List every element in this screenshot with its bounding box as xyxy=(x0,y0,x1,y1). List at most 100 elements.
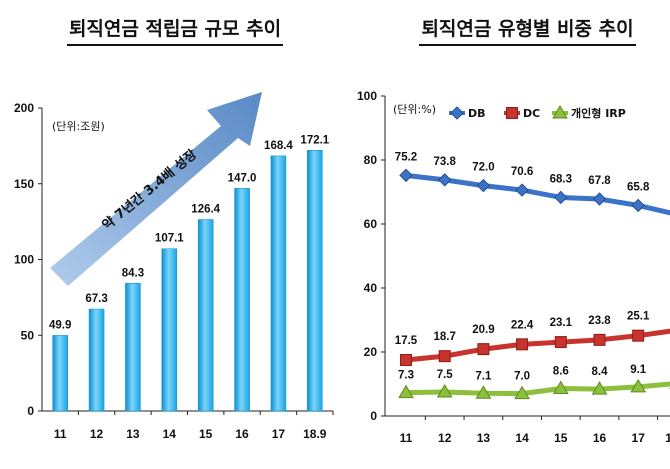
series-line xyxy=(405,381,670,397)
series-point xyxy=(515,183,529,197)
line-y-tick-label: 40 xyxy=(364,281,378,295)
legend-marker xyxy=(506,107,518,119)
series-point xyxy=(438,350,451,363)
series-value-label: 18.7 xyxy=(434,331,456,343)
legend-marker xyxy=(552,105,568,119)
bar-y-tick-label: 150 xyxy=(14,177,34,191)
bar xyxy=(161,248,178,412)
bar-y-tick-label: 50 xyxy=(21,328,35,342)
bar-unit-label: (단위:조원) xyxy=(52,120,105,133)
line-x-tick-label: 14 xyxy=(515,431,529,445)
legend-label: DC xyxy=(523,107,540,120)
line-x-tick-label: 11 xyxy=(400,431,413,445)
line-x-tick-label: 16 xyxy=(593,431,607,445)
bar-value-label: 147.0 xyxy=(228,172,257,184)
bar-y-tick-label: 100 xyxy=(14,253,34,267)
series-point xyxy=(591,381,608,395)
series-point xyxy=(514,385,530,400)
growth-arrow-label: 약 7년간 3.4배 성장 xyxy=(99,146,200,233)
growth-arrow xyxy=(50,92,262,286)
bar-x-tick-label: 17 xyxy=(272,427,286,441)
series-value-label: 7.3 xyxy=(398,370,414,382)
bar-x-tick-label: 13 xyxy=(126,427,140,441)
bar xyxy=(52,335,68,412)
line-y-tick-label: 80 xyxy=(364,153,378,167)
bar xyxy=(125,283,141,412)
series-value-label: 8.4 xyxy=(592,366,609,378)
series-point xyxy=(477,343,490,356)
series-line xyxy=(405,328,670,363)
bar-x-tick-label: 15 xyxy=(199,427,213,441)
bar-value-label: 49.9 xyxy=(49,319,71,331)
series-value-label: 20.9 xyxy=(472,324,494,336)
legend-marker xyxy=(450,106,464,120)
bar xyxy=(197,219,214,412)
series-value-label: 75.2 xyxy=(395,151,417,163)
series-value-label: 7.0 xyxy=(514,371,530,383)
series-value-label: 22.4 xyxy=(511,319,534,331)
line-x-tick-label: 18.9 xyxy=(665,431,670,445)
right-chart-title-text: 퇴직연금 유형별 비중 추이 xyxy=(419,14,636,46)
series-point xyxy=(592,192,607,206)
series-value-label: 17.5 xyxy=(395,335,418,347)
bar-value-label: 168.4 xyxy=(264,140,293,152)
bar-x-tick-label: 16 xyxy=(235,427,249,441)
bar xyxy=(270,155,287,412)
right-chart-title: 퇴직연금 유형별 비중 추이 xyxy=(385,14,670,46)
series-line xyxy=(405,172,670,216)
series-point xyxy=(516,338,529,351)
series-value-label: 23.1 xyxy=(550,317,573,329)
series-value-label: 68.3 xyxy=(550,173,572,185)
series-point xyxy=(437,173,452,187)
series-point xyxy=(632,329,645,342)
bar-value-label: 107.1 xyxy=(155,233,184,245)
series-value-label: 8.6 xyxy=(553,365,569,377)
left-chart-title: 퇴직연금 적립금 규모 추이 xyxy=(30,14,320,46)
bar xyxy=(234,188,250,412)
series-value-label: 70.6 xyxy=(511,166,533,178)
series-point xyxy=(400,354,412,366)
line-y-tick-label: 20 xyxy=(364,345,378,359)
series-value-label: 7.1 xyxy=(475,370,492,382)
bar-value-label: 67.3 xyxy=(85,293,107,305)
series-point xyxy=(399,168,413,183)
series-point xyxy=(630,378,647,393)
bar-y-tick-label: 200 xyxy=(14,101,34,115)
line-y-tick-label: 100 xyxy=(357,89,377,103)
series-value-label: 9.1 xyxy=(630,364,647,376)
bar-value-label: 126.4 xyxy=(191,204,220,216)
line-x-tick-label: 13 xyxy=(477,431,491,445)
legend-label: DB xyxy=(468,107,486,120)
series-value-label: 65.8 xyxy=(627,181,650,193)
line-x-tick-label: 15 xyxy=(554,431,568,445)
bar-y-tick-label: 0 xyxy=(27,404,34,418)
series-point xyxy=(554,336,567,349)
series-value-label: 67.8 xyxy=(588,175,611,187)
bar-x-tick-label: 18.9 xyxy=(303,427,327,441)
line-x-tick-label: 12 xyxy=(438,431,452,445)
bar xyxy=(88,308,105,412)
bar xyxy=(307,150,323,412)
series-value-label: 7.5 xyxy=(437,369,454,381)
bar-value-label: 172.1 xyxy=(300,134,329,146)
bar-value-label: 84.3 xyxy=(122,267,144,279)
series-point xyxy=(475,385,492,399)
series-point xyxy=(476,178,491,193)
series-value-label: 73.8 xyxy=(434,156,457,168)
series-point xyxy=(593,333,606,346)
series-value-label: 25.1 xyxy=(627,311,650,323)
left-chart-title-text: 퇴직연금 적립금 규모 추이 xyxy=(66,14,284,46)
bar-x-tick-label: 12 xyxy=(90,427,104,441)
series-point xyxy=(436,384,453,398)
line-y-tick-label: 60 xyxy=(364,217,378,231)
series-value-label: 23.8 xyxy=(588,315,611,327)
legend-label: 개인형 IRP xyxy=(571,106,626,120)
series-point xyxy=(398,384,414,399)
bar-x-tick-label: 14 xyxy=(163,427,177,441)
line-x-tick-label: 17 xyxy=(632,431,646,445)
bar-x-tick-label: 11 xyxy=(54,427,67,441)
line-unit-label: (단위:%) xyxy=(393,103,436,116)
line-y-tick-label: 0 xyxy=(370,409,377,423)
series-point xyxy=(554,190,568,205)
